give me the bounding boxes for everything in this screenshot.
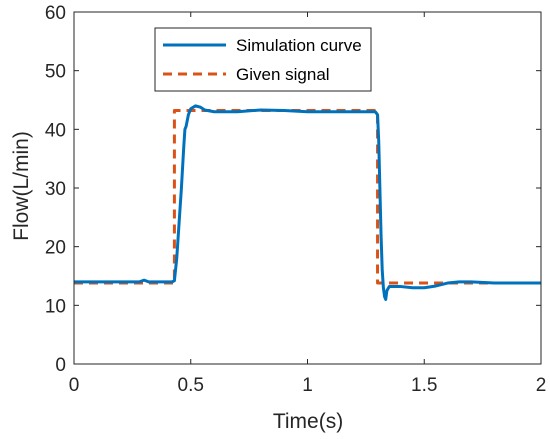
y-tick-label: 30 — [45, 179, 66, 200]
y-axis-label: Flow(L/min) — [10, 131, 33, 241]
series-line-simulation-curve — [74, 104, 541, 301]
x-tick-label: 0 — [69, 375, 80, 396]
y-tick-label: 40 — [45, 120, 66, 141]
x-tick-label: 1 — [302, 375, 313, 396]
y-tick-label: 20 — [45, 238, 66, 259]
legend: Simulation curve Given signal — [154, 27, 372, 92]
legend-label-given: Given signal — [236, 65, 330, 84]
plot-lines — [74, 104, 541, 301]
x-axis-label: Time(s) — [273, 410, 343, 433]
legend-box — [154, 27, 372, 92]
x-tick-label: 0.5 — [178, 375, 204, 396]
y-tick-label: 50 — [45, 62, 66, 83]
x-tick-label: 2 — [536, 375, 547, 396]
y-tick-label: 10 — [45, 296, 66, 317]
y-tick-label: 0 — [55, 355, 66, 376]
x-tick-label: 1.5 — [411, 375, 437, 396]
y-tick-label: 60 — [45, 3, 66, 24]
legend-label-simulation: Simulation curve — [236, 36, 362, 55]
